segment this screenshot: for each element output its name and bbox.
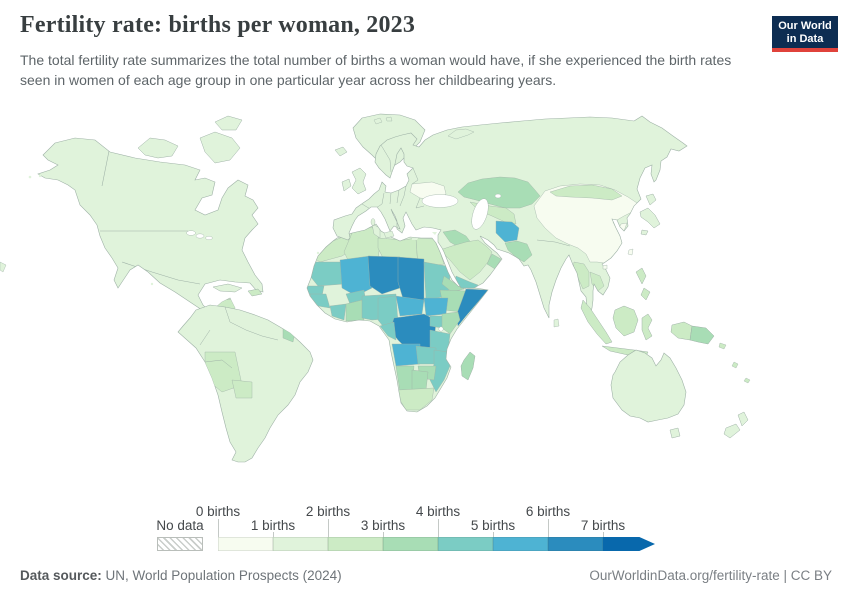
region-sicily[interactable]	[383, 230, 395, 239]
region-south-sudan[interactable]	[423, 297, 449, 317]
legend-tick-label-1: 1 births	[250, 518, 296, 533]
legend-bin-2-3[interactable]	[328, 537, 383, 551]
region-africa-outline	[306, 223, 489, 413]
region-philippines[interactable]	[635, 267, 651, 301]
region-novaya-zemlya	[447, 128, 475, 140]
region-canadian-arctic[interactable]	[137, 115, 243, 164]
region-chad[interactable]	[397, 256, 425, 303]
region-japan[interactable]	[639, 193, 661, 236]
black-sea	[421, 194, 459, 208]
lake-victoria	[438, 326, 444, 332]
region-papua-new-guinea[interactable]	[689, 325, 715, 345]
legend-tick-label-4: 4 births	[415, 504, 461, 519]
legend-tick-7	[603, 532, 604, 537]
legend-tick-4	[438, 519, 439, 537]
legend-bin-0-1[interactable]	[218, 537, 273, 551]
lake-michigan-huron	[195, 233, 205, 239]
region-laos-cambodia[interactable]	[589, 271, 605, 292]
legend-no-data-label: No data	[156, 518, 204, 533]
region-saudi-arabia[interactable]	[439, 239, 493, 281]
region-sri-lanka[interactable]	[553, 318, 560, 328]
legend-tick-label-3: 3 births	[360, 518, 406, 533]
footer-link[interactable]: OurWorldinData.org/fertility-rate | CC B…	[589, 568, 832, 583]
legend-bin-7-plus[interactable]	[603, 537, 655, 551]
region-paraguay[interactable]	[231, 379, 253, 399]
region-madagascar[interactable]	[460, 351, 476, 381]
region-angola[interactable]	[391, 343, 421, 367]
region-borneo[interactable]	[612, 305, 639, 337]
owid-logo[interactable]: Our World in Data	[772, 16, 838, 52]
region-cuba[interactable]	[212, 283, 243, 293]
region-svalbard	[373, 116, 393, 125]
legend-tick-5	[493, 532, 494, 537]
page-title: Fertility rate: births per woman, 2023	[20, 12, 416, 38]
legend-bin-4-5[interactable]	[438, 537, 493, 551]
region-niger[interactable]	[367, 255, 401, 295]
legend-no-data-swatch[interactable]	[157, 537, 203, 551]
page-subtitle: The total fertility rate summarizes the …	[20, 52, 732, 88]
region-australia[interactable]	[610, 349, 687, 423]
region-zambia[interactable]	[415, 345, 437, 365]
owid-logo-line2: in Data	[786, 33, 824, 45]
region-aleutians-2	[38, 174, 42, 178]
legend-bin-5-6[interactable]	[493, 537, 548, 551]
data-source: Data source: UN, World Population Prospe…	[20, 568, 342, 583]
lake-erie-ontario	[205, 235, 213, 240]
region-tasmania[interactable]	[669, 427, 681, 439]
region-sulawesi[interactable]	[641, 313, 653, 341]
region-ivory-coast[interactable]	[329, 303, 347, 321]
legend-tick-0	[218, 519, 219, 537]
legend-tick-6	[548, 519, 549, 537]
region-kenya[interactable]	[441, 311, 461, 335]
region-pacific-islands	[718, 342, 751, 384]
region-iceland[interactable]	[334, 146, 348, 157]
region-mongolia[interactable]	[549, 184, 623, 201]
legend-tick-label-6: 6 births	[525, 504, 571, 519]
legend-bin-1-2[interactable]	[273, 537, 328, 551]
region-hainan	[602, 264, 608, 270]
legend-tick-2	[328, 519, 329, 537]
legend-tick-label-0: 0 births	[195, 504, 241, 519]
region-eurasia-outline	[332, 115, 688, 319]
region-west-papua[interactable]	[670, 321, 693, 341]
legend-bin-3-4[interactable]	[383, 537, 438, 551]
data-source-value: UN, World Population Prospects (2024)	[101, 568, 342, 583]
region-new-zealand[interactable]	[723, 411, 749, 439]
borders-south-america	[199, 306, 279, 369]
region-united-kingdom[interactable]	[351, 167, 367, 195]
region-ghana-benin[interactable]	[345, 299, 365, 322]
region-pakistan[interactable]	[504, 240, 533, 263]
owid-logo-line1: Our World	[778, 20, 832, 32]
lake-superior	[186, 230, 196, 236]
legend-tick-label-7: 7 births	[580, 518, 626, 533]
region-crete-cyprus	[412, 232, 437, 240]
region-afghanistan[interactable]	[495, 220, 520, 243]
aral-sea	[494, 193, 502, 199]
footer: Data source: UN, World Population Prospe…	[0, 568, 850, 590]
region-sardinia	[370, 218, 376, 226]
region-aleutians	[28, 175, 32, 179]
region-congo-gabon[interactable]	[379, 321, 397, 341]
caspian-sea	[471, 198, 489, 230]
legend-tick-label-2: 2 births	[305, 504, 351, 519]
border-us-canada	[100, 150, 188, 232]
legend-tick-label-5: 5 births	[470, 518, 516, 533]
region-sumatra[interactable]	[580, 299, 613, 345]
region-ireland[interactable]	[341, 178, 352, 192]
legend-tick-1	[273, 532, 274, 537]
region-south-africa[interactable]	[397, 387, 435, 411]
legend-tick-3	[383, 532, 384, 537]
region-hispaniola[interactable]	[247, 288, 263, 297]
region-canary-islands	[316, 251, 320, 255]
region-central-african-republic[interactable]	[395, 295, 425, 317]
legend-bin-6-7[interactable]	[548, 537, 603, 551]
region-mauritania[interactable]	[309, 261, 345, 287]
world-map	[0, 90, 850, 495]
data-source-label: Data source:	[20, 568, 102, 583]
region-botswana[interactable]	[411, 369, 429, 391]
region-taiwan	[627, 248, 634, 256]
region-hawaii	[150, 282, 154, 286]
region-wrap-fragment	[0, 261, 7, 273]
